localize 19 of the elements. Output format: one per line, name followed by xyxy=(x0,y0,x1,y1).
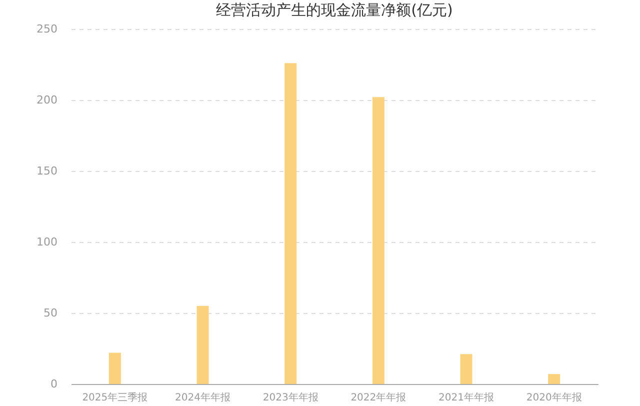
bar xyxy=(284,63,297,384)
bar xyxy=(548,374,560,384)
bar xyxy=(108,352,121,384)
bar xyxy=(372,97,384,384)
y-tick-label: 150 xyxy=(36,164,58,178)
x-tick-label: 2022年年报 xyxy=(350,392,406,404)
bar xyxy=(460,354,472,384)
x-tick-label: 2023年年报 xyxy=(262,392,318,404)
y-tick-label: 0 xyxy=(50,378,58,390)
x-tick-label: 2025年三季报 xyxy=(82,392,148,404)
x-tick-label: 2020年年报 xyxy=(526,392,582,404)
x-tick-label: 2021年年报 xyxy=(438,392,494,404)
y-tick-label: 50 xyxy=(44,306,58,320)
y-tick-label: 250 xyxy=(36,22,58,36)
bar xyxy=(196,306,209,384)
chart-title: 经营活动产生的现金流量净额(亿元) xyxy=(216,1,453,19)
x-tick-label: 2024年年报 xyxy=(175,392,230,404)
y-tick-label: 100 xyxy=(36,236,58,248)
y-tick-label: 200 xyxy=(36,94,58,106)
